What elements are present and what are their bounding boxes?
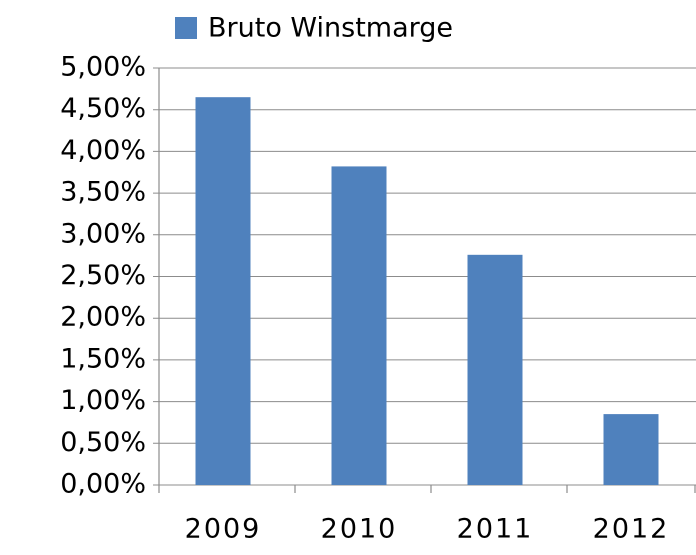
y-tick-label: 1,00% — [60, 385, 146, 416]
y-tick-label: 3,00% — [60, 218, 146, 249]
y-tick-label: 0,00% — [60, 469, 146, 500]
y-tick-label: 1,50% — [60, 343, 146, 374]
legend-label: Bruto Winstmarge — [208, 13, 453, 44]
y-tick-label: 3,50% — [60, 177, 146, 208]
bar — [603, 414, 659, 485]
bar — [467, 254, 523, 485]
y-tick-label: 4,50% — [60, 93, 146, 124]
y-tick-label: 4,00% — [60, 135, 146, 166]
y-tick-label: 2,00% — [60, 302, 146, 333]
x-tick-label: 2012 — [593, 514, 670, 545]
y-tick-label: 0,50% — [60, 427, 146, 458]
x-tick-label: 2010 — [321, 514, 398, 545]
bar — [331, 166, 387, 486]
x-tick-label: 2009 — [185, 514, 262, 545]
x-tick-label: 2011 — [457, 514, 534, 545]
y-tick-label: 5,00% — [60, 52, 146, 83]
y-tick-label: 2,50% — [60, 260, 146, 291]
bar — [195, 97, 251, 485]
legend-swatch — [175, 17, 197, 39]
